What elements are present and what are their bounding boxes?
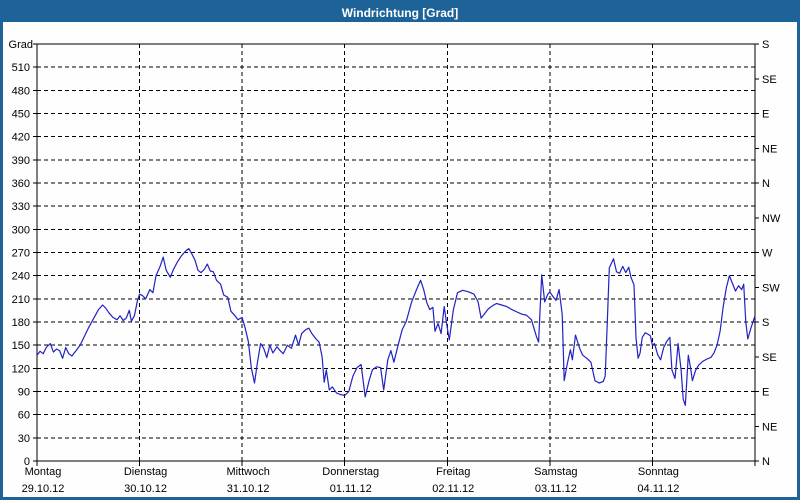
- y-right-tick-label: NE: [762, 421, 777, 433]
- day-label: Sonntag: [638, 466, 679, 478]
- y-left-tick-label: 240: [12, 271, 30, 283]
- y-right-tick-label: E: [762, 387, 769, 399]
- window-title: Windrichtung [Grad]: [341, 5, 459, 20]
- day-label: Donnerstag: [322, 466, 379, 478]
- day-label: Freitag: [436, 466, 470, 478]
- wind-direction-chart: 0 30 60 90 120 150 180 210 240 270 300 330 360 390 420…: [9, 39, 781, 495]
- y-right-tick-label: SW: [762, 282, 780, 294]
- y-left-tick-label: 120: [12, 363, 30, 375]
- date-label: 30.10.12: [124, 483, 167, 495]
- y-right-tick-label: NE: [762, 143, 777, 155]
- y-left-tick-label: 210: [12, 294, 30, 306]
- y-left-tick-label: 0: [24, 456, 30, 468]
- y-right-tick-label: S: [762, 317, 769, 329]
- day-label: Montag: [25, 466, 62, 478]
- y-left-tick-label: 330: [12, 201, 30, 213]
- y-right-tick-label: S: [762, 39, 769, 51]
- y-left-tick-label: 450: [12, 109, 30, 121]
- y-left-tick-label: 510: [12, 62, 30, 74]
- date-label: 04.11.12: [637, 483, 679, 495]
- y-left-tick-label: 90: [18, 387, 30, 399]
- y-left-tick-label: 390: [12, 155, 30, 167]
- date-label: 01.11.12: [330, 483, 372, 495]
- y-right-tick-label: SE: [762, 352, 777, 364]
- y-left-tick-label: 150: [12, 340, 30, 352]
- chart-container: 0 30 60 90 120 150 180 210 240 270 300 330 360 390 420…: [3, 22, 797, 497]
- y-right-tick-label: SE: [762, 74, 777, 86]
- title-bar: Windrichtung [Grad]: [3, 3, 797, 22]
- y-left-tick-label: 30: [18, 433, 30, 445]
- plot-frame: [36, 43, 756, 462]
- y-right-tick-label: NW: [762, 213, 781, 225]
- date-label: 03.11.12: [535, 483, 577, 495]
- y-left-tick-label: 270: [12, 248, 30, 260]
- y-left-tick-label: 480: [12, 85, 30, 97]
- date-label: 02.11.12: [432, 483, 474, 495]
- day-label: Mittwoch: [226, 466, 269, 478]
- day-label: Samstag: [534, 466, 577, 478]
- y-right-tick-label: N: [762, 178, 770, 190]
- y-right-tick-label: W: [762, 248, 773, 260]
- date-label: 29.10.12: [22, 483, 65, 495]
- y-left-tick-label: 420: [12, 132, 30, 144]
- y-axis-title: Grad: [9, 39, 33, 51]
- y-left-tick-label: 60: [18, 410, 30, 422]
- y-left-tick-label: 360: [12, 178, 30, 190]
- y-right-tick-label: E: [762, 109, 769, 121]
- day-label: Dienstag: [124, 466, 167, 478]
- wind-direction-series: [36, 248, 756, 406]
- y-left-tick-label: 300: [12, 224, 30, 236]
- y-left-tick-label: 180: [12, 317, 30, 329]
- y-right-tick-label: N: [762, 456, 770, 468]
- date-label: 31.10.12: [227, 483, 270, 495]
